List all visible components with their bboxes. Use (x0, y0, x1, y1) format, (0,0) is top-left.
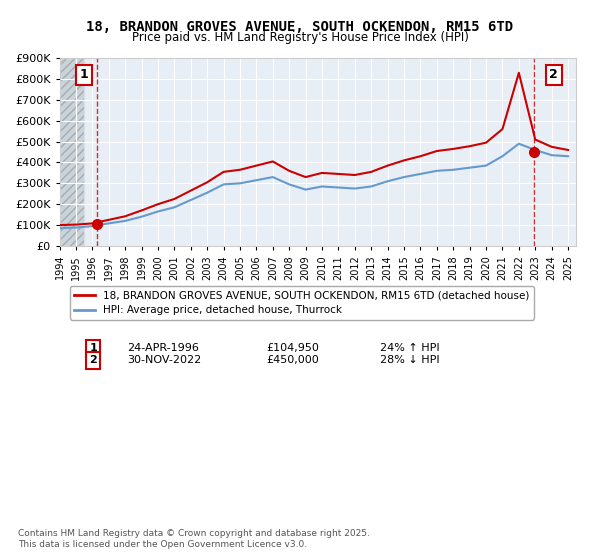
Text: Contains HM Land Registry data © Crown copyright and database right 2025.
This d: Contains HM Land Registry data © Crown c… (18, 529, 370, 549)
Text: Price paid vs. HM Land Registry's House Price Index (HPI): Price paid vs. HM Land Registry's House … (131, 31, 469, 44)
Text: 24-APR-1996: 24-APR-1996 (127, 343, 199, 353)
Text: 30-NOV-2022: 30-NOV-2022 (127, 356, 201, 366)
Text: 18, BRANDON GROVES AVENUE, SOUTH OCKENDON, RM15 6TD: 18, BRANDON GROVES AVENUE, SOUTH OCKENDO… (86, 20, 514, 34)
Text: 2: 2 (89, 356, 97, 366)
Bar (59, 58, 84, 246)
Text: 28% ↓ HPI: 28% ↓ HPI (380, 356, 440, 366)
Text: 24% ↑ HPI: 24% ↑ HPI (380, 343, 440, 353)
Bar (59, 58, 84, 246)
Text: £104,950: £104,950 (266, 343, 319, 353)
Text: £450,000: £450,000 (266, 356, 319, 366)
Text: 2: 2 (549, 68, 558, 81)
Text: 1: 1 (80, 68, 89, 81)
Text: 1: 1 (89, 343, 97, 353)
Legend: 18, BRANDON GROVES AVENUE, SOUTH OCKENDON, RM15 6TD (detached house), HPI: Avera: 18, BRANDON GROVES AVENUE, SOUTH OCKENDO… (70, 286, 534, 320)
